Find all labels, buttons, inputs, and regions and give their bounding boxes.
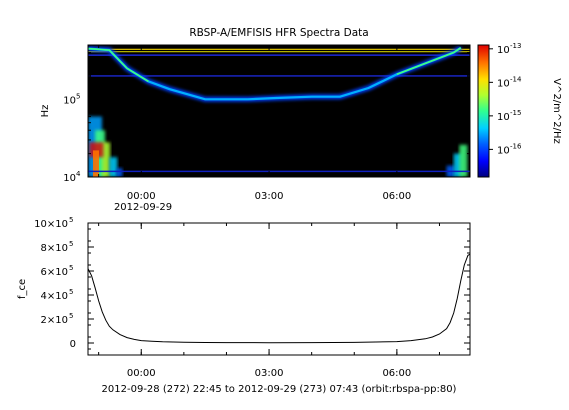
y-tick-label: 6×10 <box>41 267 68 278</box>
y-tick-label: 10×10 <box>34 219 68 230</box>
spectrogram-y-label: Hz <box>40 105 51 118</box>
colorbar-tick-exponent: -16 <box>510 142 522 150</box>
x-tick-label: 06:00 <box>382 368 411 379</box>
y-tick-label: 10 <box>63 173 76 184</box>
colorbar-tick-exponent: -14 <box>510 75 522 83</box>
colorbar-tick-label: 10 <box>497 78 510 89</box>
fce-series-line <box>88 253 470 344</box>
y-tick-label: 8×10 <box>41 243 68 254</box>
colorbar-label: V^2/m^2/Hz <box>551 78 562 144</box>
fce-line-layer <box>88 253 470 344</box>
colorbar-tick-exponent: -15 <box>510 109 521 117</box>
colorbar-tick-label: 10 <box>497 145 510 156</box>
low-frequency-emission <box>116 168 123 177</box>
upper-hybrid-intense-left <box>88 47 149 83</box>
y-tick-exponent: 5 <box>76 92 80 100</box>
fce-y-axis: 02×10 54×10 56×10 58×10 510×10 5 <box>34 216 470 350</box>
upper-hybrid-intense-right <box>396 47 462 76</box>
x-tick-label: 03:00 <box>255 191 284 202</box>
fce-plot-frame <box>87 222 471 356</box>
y-tick-label: 4×10 <box>41 291 68 302</box>
spectrogram-background <box>88 45 470 177</box>
spectrogram-emissions <box>88 45 470 177</box>
low-frequency-emission <box>102 142 111 177</box>
low-frequency-emission-peak <box>89 142 104 158</box>
colorbar-tick-label: 10 <box>497 112 510 123</box>
colorbar-tick-exponent: -13 <box>510 42 521 50</box>
date-label: 2012-09-29 <box>114 202 172 213</box>
colorbar-gradient <box>477 44 490 178</box>
y-tick-label: 0 <box>70 339 76 350</box>
colorbar-tick-label: 10 <box>497 45 510 56</box>
low-frequency-emission <box>459 144 468 177</box>
y-tick-exponent: 5 <box>69 312 73 320</box>
low-frequency-emission <box>453 153 462 177</box>
x-tick-label: 06:00 <box>382 191 411 202</box>
spectrogram-x-axis: 00:00 03:00 06:00 <box>98 45 440 202</box>
fce-panel: 02×10 54×10 56×10 58×10 510×10 5 00:00 03:00 06… <box>17 216 471 379</box>
fce-y-label: f_ce <box>17 279 28 299</box>
y-tick-exponent: 5 <box>69 216 73 224</box>
y-tick-label: 2×10 <box>41 315 68 326</box>
y-tick-exponent: 5 <box>69 264 73 272</box>
x-tick-label: 03:00 <box>255 368 284 379</box>
y-tick-exponent: 4 <box>76 170 81 178</box>
spectrogram-title: RBSP-A/EMFISIS HFR Spectra Data <box>189 27 368 39</box>
y-tick-exponent: 5 <box>69 240 73 248</box>
x-tick-label: 00:00 <box>127 191 156 202</box>
low-frequency-emission-peak <box>92 150 99 177</box>
x-tick-label: 00:00 <box>127 368 156 379</box>
time-range-footer: 2012-09-28 (272) 22:45 to 2012-09-29 (27… <box>102 384 457 395</box>
y-tick-label: 10 <box>63 95 76 106</box>
y-tick-exponent: 5 <box>69 288 73 296</box>
low-frequency-emission <box>109 157 118 177</box>
fce-x-axis: 00:00 03:00 06:00 <box>98 223 440 379</box>
